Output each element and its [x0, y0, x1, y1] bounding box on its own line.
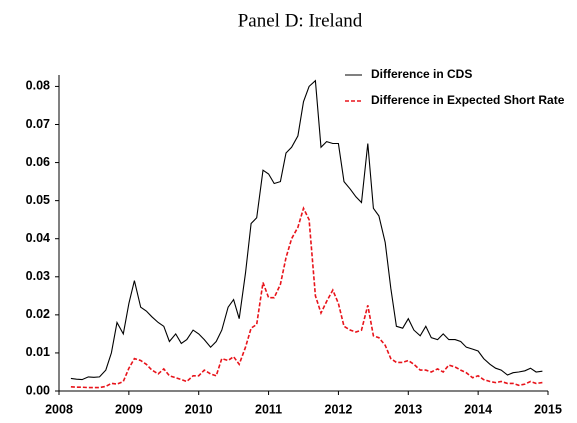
y-tick-label: 0.00	[26, 383, 50, 397]
x-tick-label: 2012	[325, 402, 353, 416]
y-tick-label: 0.06	[26, 155, 50, 169]
x-tick-label: 2015	[534, 402, 562, 416]
y-tick-label: 0.01	[26, 345, 50, 359]
y-tick-label: 0.03	[26, 269, 50, 283]
x-tick-label: 2014	[464, 402, 492, 416]
x-tick-label: 2010	[185, 402, 213, 416]
y-tick-label: 0.08	[26, 79, 50, 93]
x-tick-label: 2008	[45, 402, 73, 416]
y-tick-label: 0.07	[26, 117, 50, 131]
y-tick-label: 0.02	[26, 307, 50, 321]
line-series	[70, 79, 543, 381]
legend-label: Difference in Expected Short Rate	[371, 93, 565, 107]
legend-label: Difference in CDS	[371, 67, 472, 81]
y-tick-label: 0.05	[26, 193, 50, 207]
x-tick-label: 2013	[394, 402, 422, 416]
chart-title: Panel D: Ireland	[238, 10, 363, 31]
x-tick-label: 2009	[115, 402, 143, 416]
line-series	[70, 206, 543, 389]
x-tick-label: 2011	[255, 402, 282, 416]
y-tick-label: 0.04	[26, 231, 50, 245]
